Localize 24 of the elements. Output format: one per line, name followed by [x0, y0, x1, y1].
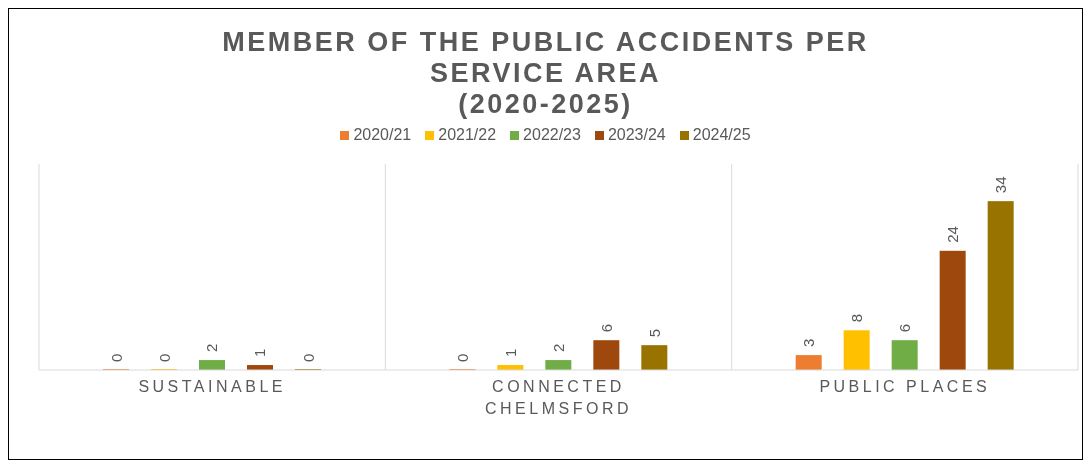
data-label: 2 — [203, 343, 221, 353]
legend-label: 2020/21 — [352, 126, 412, 144]
data-label: 5 — [645, 328, 663, 338]
legend-label: 2024/25 — [691, 126, 751, 144]
data-label: 34 — [992, 176, 1010, 194]
x-tick-label: SUSTAINABLE — [138, 378, 286, 395]
data-label: 0 — [299, 353, 317, 362]
data-label: 0 — [155, 353, 173, 362]
legend-label: 2021/22 — [437, 126, 497, 144]
data-label: 0 — [107, 353, 125, 362]
data-label: 1 — [251, 348, 269, 358]
data-label: 1 — [501, 348, 519, 358]
data-label: 3 — [800, 338, 818, 348]
legend-label: 2023/24 — [606, 126, 666, 144]
data-label: 0 — [453, 353, 471, 362]
legend-label: 2022/23 — [522, 126, 581, 144]
data-label: 2 — [549, 343, 567, 353]
data-label: 6 — [896, 323, 914, 333]
data-label: 8 — [848, 313, 866, 323]
x-tick-label: PUBLIC PLACES — [819, 378, 991, 395]
data-label: 6 — [597, 323, 615, 333]
chart-title: MEMBER OF THE PUBLIC ACCIDENTS PER SERVICE AREA (2020-2025) — [221, 27, 870, 120]
data-label: 24 — [944, 226, 962, 243]
x-tick-label: CONNECTED CHELMSFORD — [484, 378, 633, 417]
